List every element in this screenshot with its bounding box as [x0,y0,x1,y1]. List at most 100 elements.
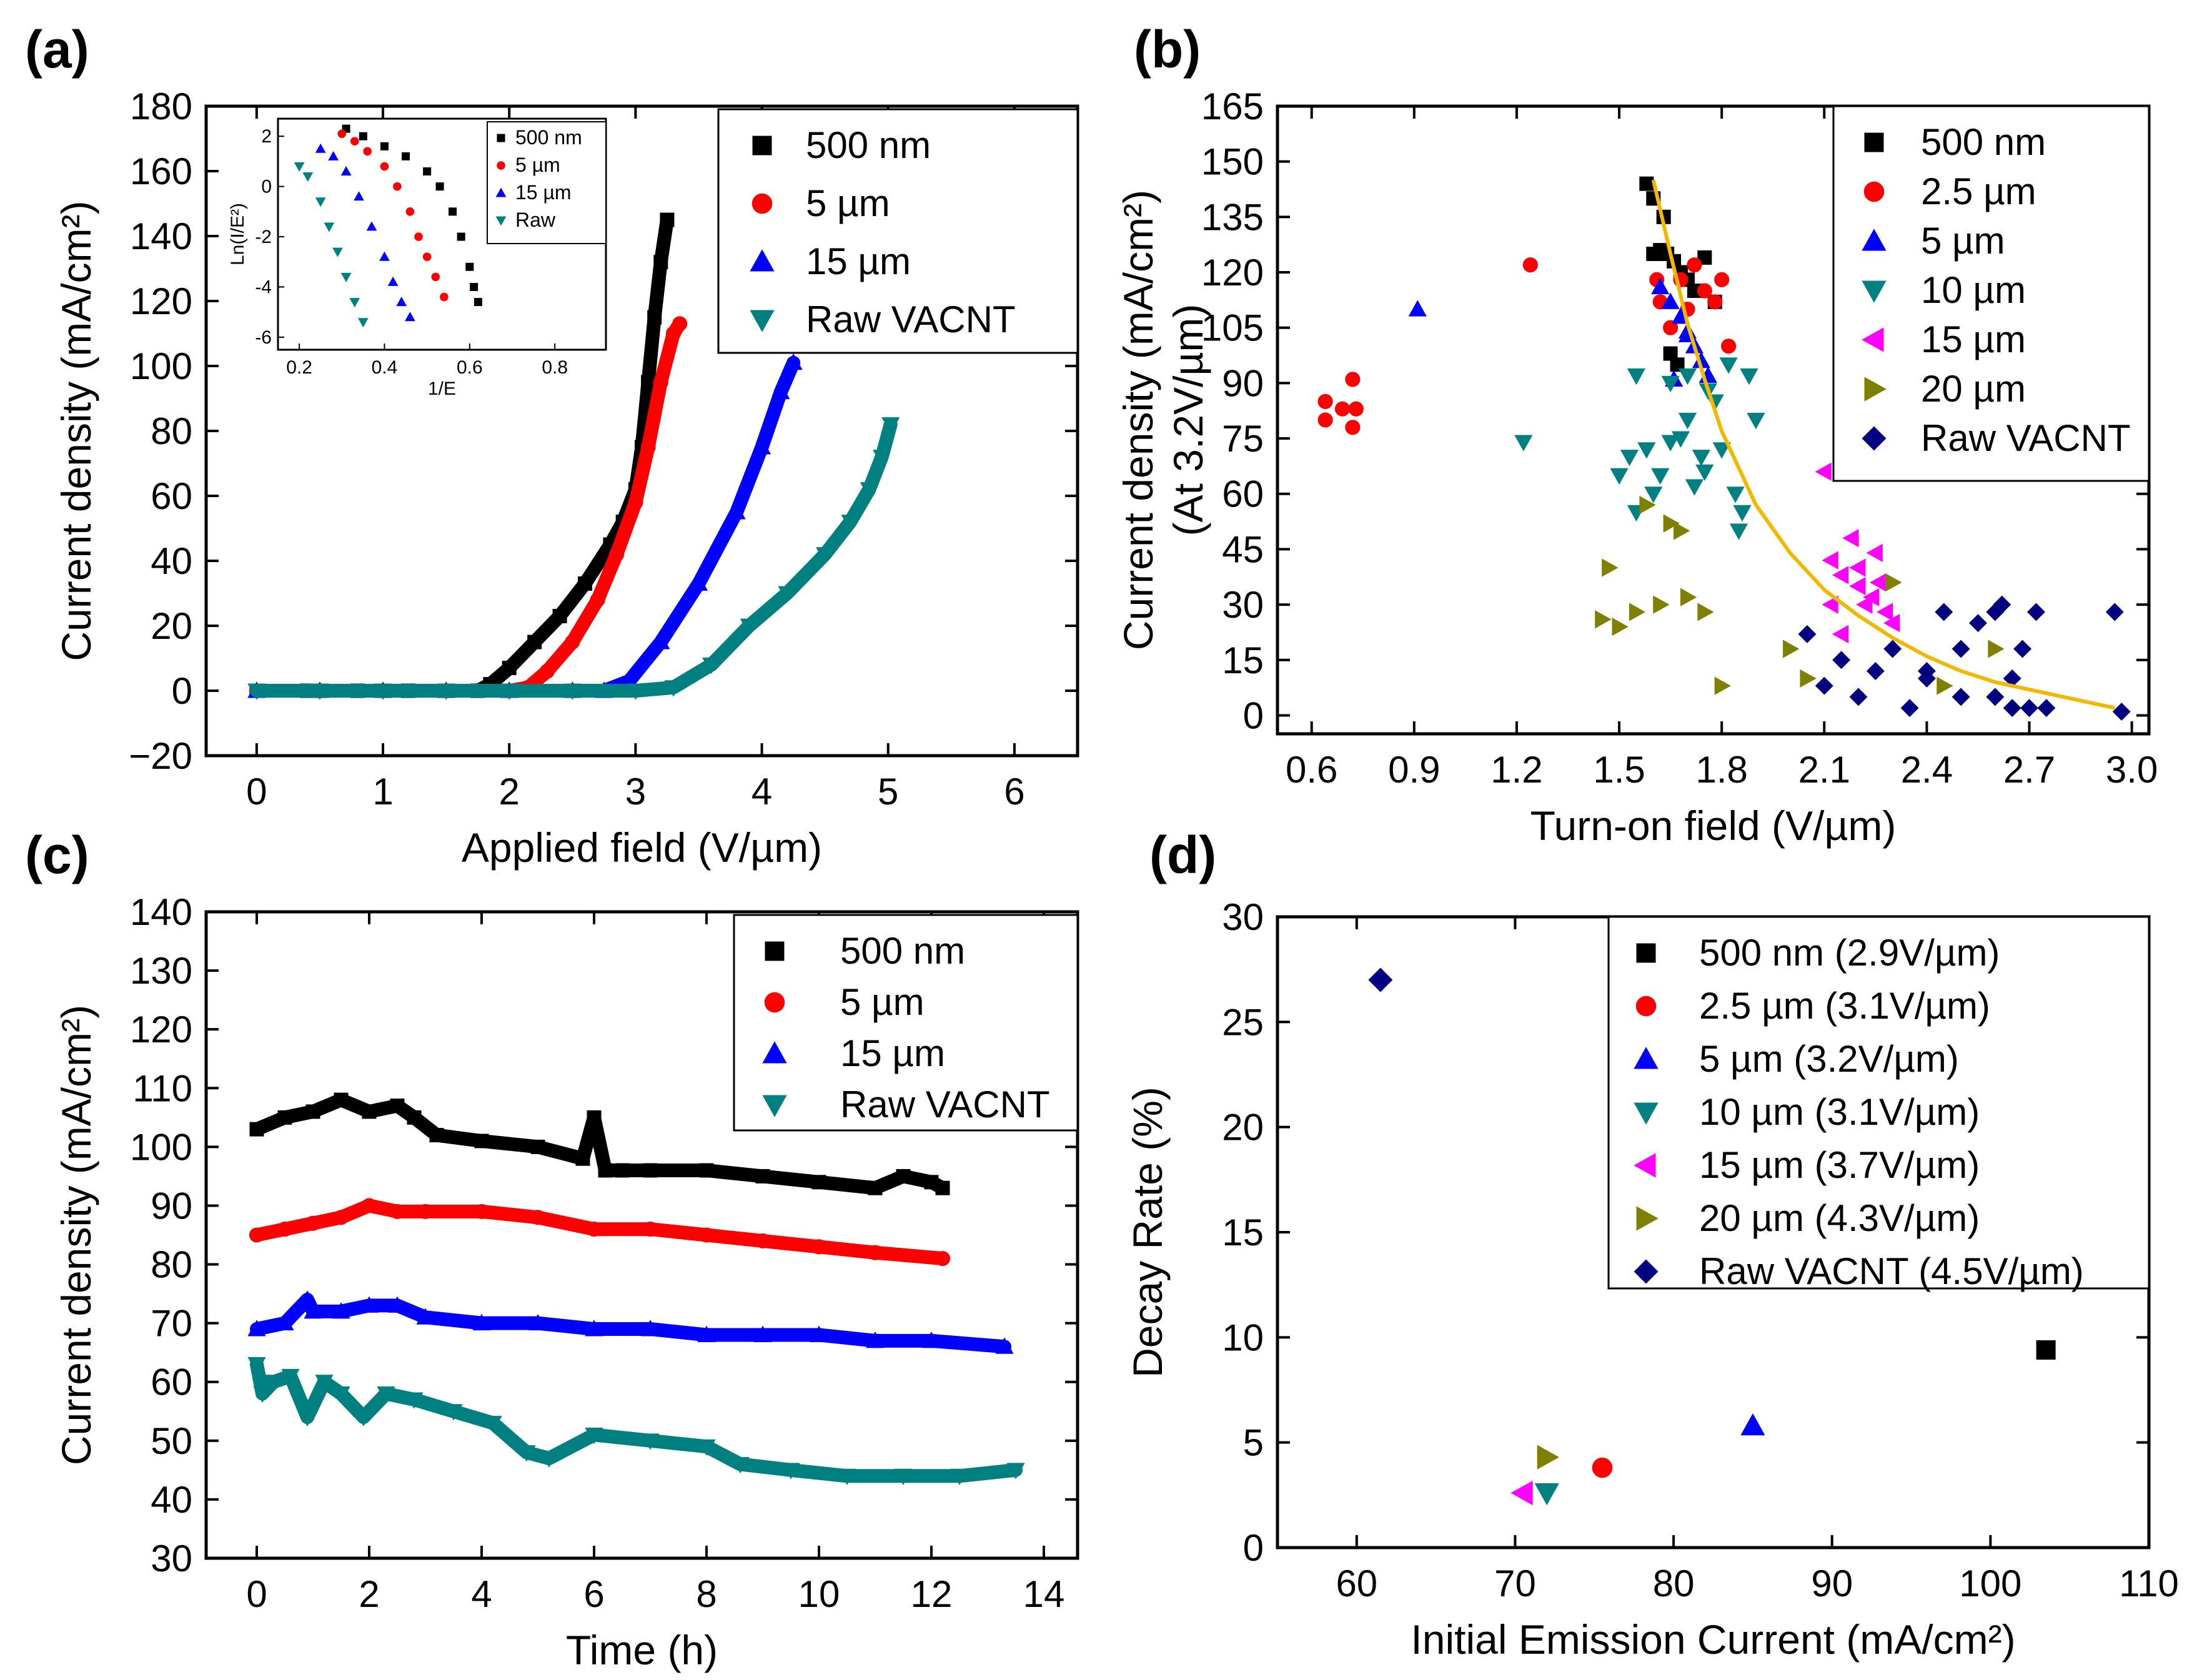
data-point [896,1169,911,1183]
x-tick-label: 0 [246,771,267,813]
legend-marker [1863,181,1885,202]
inset-data-point [396,297,407,307]
data-point [2112,703,2131,721]
y-tick-label: 150 [1201,141,1264,183]
y-tick-label: 5 [1243,1422,1264,1464]
data-point [894,1468,913,1486]
data-point [1661,292,1680,309]
data-point [1856,595,1873,614]
y-tick-label: 160 [130,151,192,192]
data-point [922,1332,941,1348]
y-tick-label: 0 [172,670,192,712]
data-point [699,1163,714,1178]
legend-label: 500 nm [840,930,965,972]
data-point [530,1139,545,1154]
legend-label: Raw VACNT [840,1084,1050,1125]
data-point [1986,688,2005,706]
inset-data-point [449,207,457,216]
y-axis-subtitle: (At 3.2V/µm) [1165,304,1211,536]
data-point [1522,257,1538,273]
x-tick-label: 10 [798,1573,840,1615]
data-point [628,495,643,510]
inset-y-tick-label: -4 [255,277,272,297]
data-point [1334,401,1350,417]
data-point [298,1410,317,1426]
data-point [1602,558,1619,577]
series-5-m [249,1198,951,1267]
y-tick-label: 15 [1222,640,1264,681]
data-point [1849,576,1866,596]
series-10-m-3-1v-m- [1534,1483,1559,1506]
x-tick-label: 110 [2119,1563,2179,1604]
series-5-m-3-2v-m- [1740,1413,1765,1436]
legend-marker [1862,327,1884,352]
data-point [1822,595,1838,614]
data-point [731,1456,750,1474]
inset-data-point [431,272,440,282]
data-point [590,592,605,608]
inset-y-axis-title: Ln(I/E²) [227,203,248,265]
data-point [586,1222,602,1237]
inset-series [337,129,449,302]
series-20-m-4-3v-m- [1537,1445,1559,1470]
data-point [753,1325,772,1342]
inset-data-point [465,262,474,271]
x-axis-title: Initial Emission Current (mA/cm²) [1411,1616,2015,1663]
data-point [281,1368,300,1386]
legend-label: 500 nm [806,124,931,166]
data-point [2003,699,2021,718]
data-point [697,1325,716,1342]
legend-box [1607,916,2150,1290]
series-band [249,417,898,698]
data-point [950,1468,969,1486]
data-point [315,1375,334,1391]
y-tick-label: 120 [130,280,192,322]
x-tick-label: 2 [359,1573,379,1615]
y-tick-label: 20 [151,605,192,647]
data-point [1678,368,1697,385]
data-point [1637,442,1656,459]
legend-marker [752,136,772,156]
data-point [660,212,675,227]
data-point [1832,651,1851,670]
data-point [626,683,645,700]
data-point [407,1110,422,1125]
data-point [1006,1463,1025,1480]
series-band [250,1093,950,1195]
legend-marker [1634,1153,1656,1178]
data-point [1714,676,1731,695]
legend-label: Raw VACNT [1921,417,2131,459]
data-point [1661,375,1680,393]
y-tick-label: 70 [151,1303,192,1345]
inset-data-point [393,182,402,191]
data-point [1714,272,1730,287]
data-point [740,618,758,635]
x-tick-label: 2.7 [2003,749,2055,791]
data-point [1740,368,1758,385]
data-point [2027,603,2045,621]
inset-y-tick-label: 2 [261,126,272,147]
inset-data-point [354,191,364,201]
inset-data-point [402,152,410,161]
data-point [1592,1457,1613,1478]
data-point [1610,468,1629,485]
data-layer [247,212,900,700]
inset-series [294,162,369,328]
legend-label: 500 nm [1921,121,2046,163]
data-point [1646,246,1661,261]
data-point [1885,573,1902,592]
data-point [563,683,582,700]
y-axis-title: Current density (mA/cm²) [53,1005,99,1465]
x-tick-label: 12 [911,1573,953,1615]
data-point [437,683,455,700]
data-point [1612,617,1629,636]
inset-data-point [422,252,432,261]
data-point [585,1320,603,1337]
inset-legend-label: 500 nm [515,126,582,149]
plot-frame [204,910,1079,1560]
legend-label: 15 µm (3.7V/µm) [1699,1144,1980,1186]
y-tick-label: 100 [130,1126,192,1168]
legend-marker [1864,132,1884,152]
data-point [1510,1480,1533,1506]
data-point [609,546,625,562]
